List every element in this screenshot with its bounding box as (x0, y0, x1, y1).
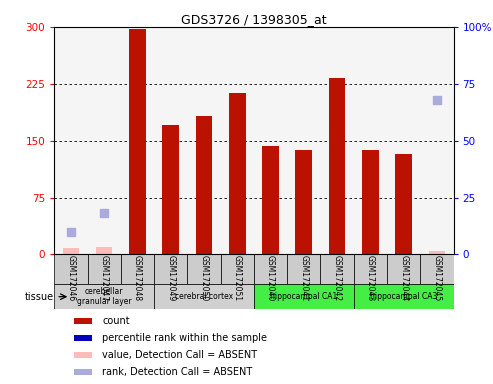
Point (100, 210, 108, 217)
Bar (428, 251, 445, 254)
Bar (54, 254, 88, 285)
Text: GSM172042: GSM172042 (333, 255, 342, 301)
Text: GSM172041: GSM172041 (299, 255, 308, 301)
Bar (96, 247, 112, 254)
Bar (229, 93, 246, 254)
Bar (287, 254, 320, 285)
Bar (154, 254, 187, 285)
Bar (162, 126, 179, 254)
Text: GSM172049: GSM172049 (166, 255, 175, 301)
Text: hippocampal CA3: hippocampal CA3 (370, 292, 437, 301)
Text: GSM172046: GSM172046 (67, 255, 75, 301)
Bar (395, 154, 412, 254)
Bar (74, 352, 92, 358)
Text: cerebral cortex: cerebral cortex (175, 292, 233, 301)
Title: GDS3726 / 1398305_at: GDS3726 / 1398305_at (181, 13, 327, 26)
Bar (295, 150, 312, 254)
Bar (154, 285, 254, 309)
Bar (362, 151, 379, 254)
Bar (320, 254, 353, 285)
Bar (254, 285, 353, 309)
Point (433, 97, 441, 103)
Text: GSM172050: GSM172050 (200, 255, 209, 301)
Text: percentile rank within the sample: percentile rank within the sample (102, 333, 267, 343)
Bar (196, 116, 212, 254)
Bar (129, 29, 146, 254)
Text: GSM172045: GSM172045 (432, 255, 441, 301)
Text: value, Detection Call = ABSENT: value, Detection Call = ABSENT (102, 350, 257, 360)
Text: GSM172048: GSM172048 (133, 255, 142, 301)
Text: cerebellar
granular layer: cerebellar granular layer (77, 287, 132, 306)
Text: rank, Detection Call = ABSENT: rank, Detection Call = ABSENT (102, 367, 252, 377)
Text: GSM172043: GSM172043 (366, 255, 375, 301)
Bar (63, 248, 79, 254)
Bar (74, 369, 92, 375)
Text: count: count (102, 316, 130, 326)
Text: GSM172047: GSM172047 (100, 255, 108, 301)
Text: GSM172040: GSM172040 (266, 255, 275, 301)
Point (67, 228, 75, 235)
Bar (121, 254, 154, 285)
Bar (54, 285, 154, 309)
Bar (420, 254, 454, 285)
Bar (353, 285, 454, 309)
Bar (329, 78, 346, 254)
Bar (74, 318, 92, 324)
Bar (74, 335, 92, 341)
Bar (262, 146, 279, 254)
Bar (187, 254, 220, 285)
Bar (387, 254, 420, 285)
Text: GSM172044: GSM172044 (399, 255, 408, 301)
Bar (88, 254, 121, 285)
Bar (220, 254, 254, 285)
Text: hippocampal CA1: hippocampal CA1 (270, 292, 337, 301)
Text: GSM172051: GSM172051 (233, 255, 242, 301)
Text: tissue: tissue (25, 292, 54, 302)
Bar (353, 254, 387, 285)
Bar (254, 254, 287, 285)
